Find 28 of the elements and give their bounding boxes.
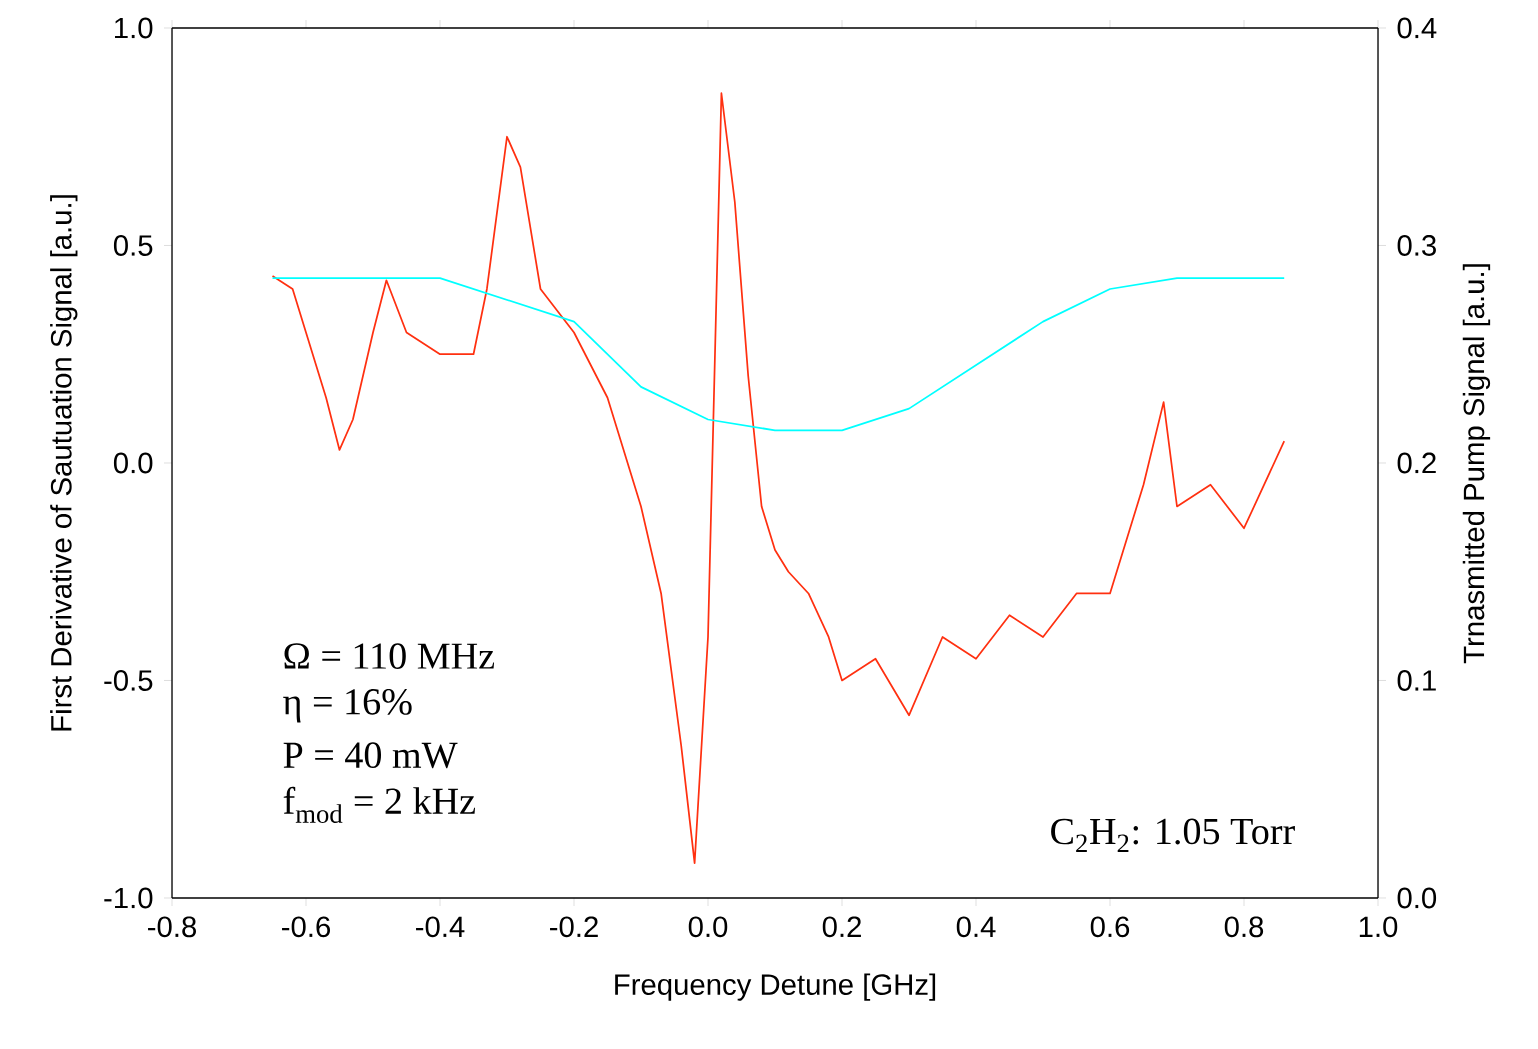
y2-axis-title: Trnasmitted Pump Signal [a.u.] (1462, 264, 1491, 664)
x-tick-label: 0.2 (822, 916, 861, 938)
x-tick-label: -0.4 (416, 916, 465, 938)
x-tick-label: 0.4 (956, 916, 996, 938)
annotation: f$_{mod}$ = 2 kHz (283, 786, 476, 823)
y-tick-label: 0.5 (113, 235, 153, 256)
annotation: Ω = 110 MHz (284, 643, 495, 669)
y2-tick-label: 0.3 (1397, 235, 1436, 256)
y-axis-title: First Derivative of Sautuation Signal [a.u.] (50, 195, 78, 731)
x-tick-label: -0.6 (282, 916, 330, 938)
x-tick-label: -0.8 (148, 916, 196, 938)
y-tick-label: 1.0 (115, 17, 153, 39)
x-tick-label: -0.2 (550, 916, 598, 938)
annotation: η = 16% (283, 688, 412, 723)
x-tick-label: 0.0 (688, 916, 728, 938)
y-tick-label: -1.0 (104, 887, 153, 909)
x-tick-label: 1.0 (1359, 916, 1398, 938)
x-axis-title: Frequency Detune [GHz] (615, 973, 936, 1001)
x-tick-label: 0.6 (1090, 916, 1130, 938)
y2-tick-label: 0.4 (1397, 17, 1437, 39)
y2-tick-label: 0.2 (1397, 452, 1436, 474)
x-tick-label: 0.8 (1224, 916, 1264, 938)
y-tick-label: -0.5 (104, 670, 153, 691)
y2-tick-label: 0.0 (1397, 887, 1437, 909)
y-tick-label: 0.0 (113, 452, 153, 474)
y2-tick-label: 0.1 (1397, 670, 1436, 691)
annotation: P = 40 mW (283, 742, 458, 769)
annotation: C$_{2}$H$_{2}$: 1.05 Torr (1051, 818, 1295, 853)
